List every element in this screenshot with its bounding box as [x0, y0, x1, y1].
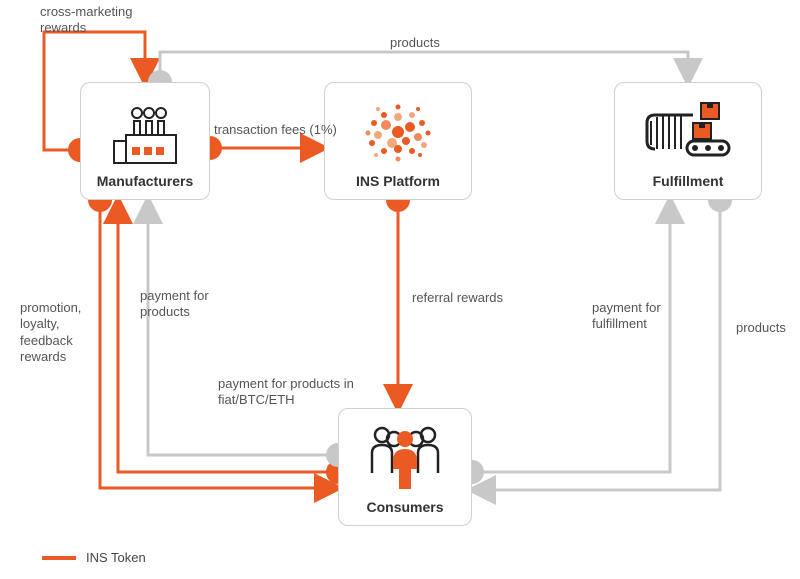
legend-swatch: [42, 556, 76, 560]
conveyor-icon: [643, 101, 733, 167]
edge-payment_for_products_neutral: [148, 200, 338, 455]
label-payment-fiat: payment for products in fiat/BTC/ETH: [218, 376, 378, 409]
node-title-consumers: Consumers: [366, 499, 443, 515]
edge-products_down: [472, 200, 720, 490]
label-cross-marketing: cross-marketing rewards: [40, 4, 160, 37]
node-manufacturers: Manufacturers: [80, 82, 210, 200]
label-payment-products: payment for products: [140, 288, 212, 321]
label-promo-loyalty: promotion, loyalty, feedback rewards: [20, 300, 100, 365]
node-title-manufacturers: Manufacturers: [97, 173, 193, 189]
edge-products_top: [160, 52, 688, 82]
label-products-top: products: [390, 35, 440, 51]
legend-text: INS Token: [86, 550, 146, 565]
people-icon: [364, 421, 446, 493]
label-tx-fees: transaction fees (1%): [214, 122, 337, 138]
edge-payment_for_products_token: [118, 200, 338, 472]
edge-promo_loyalty: [100, 200, 338, 488]
node-fulfillment: Fulfillment: [614, 82, 762, 200]
node-consumers: Consumers: [338, 408, 472, 526]
legend: INS Token: [42, 550, 146, 565]
node-title-fulfillment: Fulfillment: [653, 173, 724, 189]
dots-cluster-icon: [358, 97, 438, 167]
edge-pay_fulfillment: [472, 200, 670, 472]
factory-icon: [110, 107, 180, 167]
label-pay-fulfillment: payment for fulfillment: [592, 300, 692, 333]
label-products-down: products: [736, 320, 786, 336]
label-referral: referral rewards: [412, 290, 503, 306]
node-ins-platform: INS Platform: [324, 82, 472, 200]
node-title-ins: INS Platform: [356, 173, 440, 189]
